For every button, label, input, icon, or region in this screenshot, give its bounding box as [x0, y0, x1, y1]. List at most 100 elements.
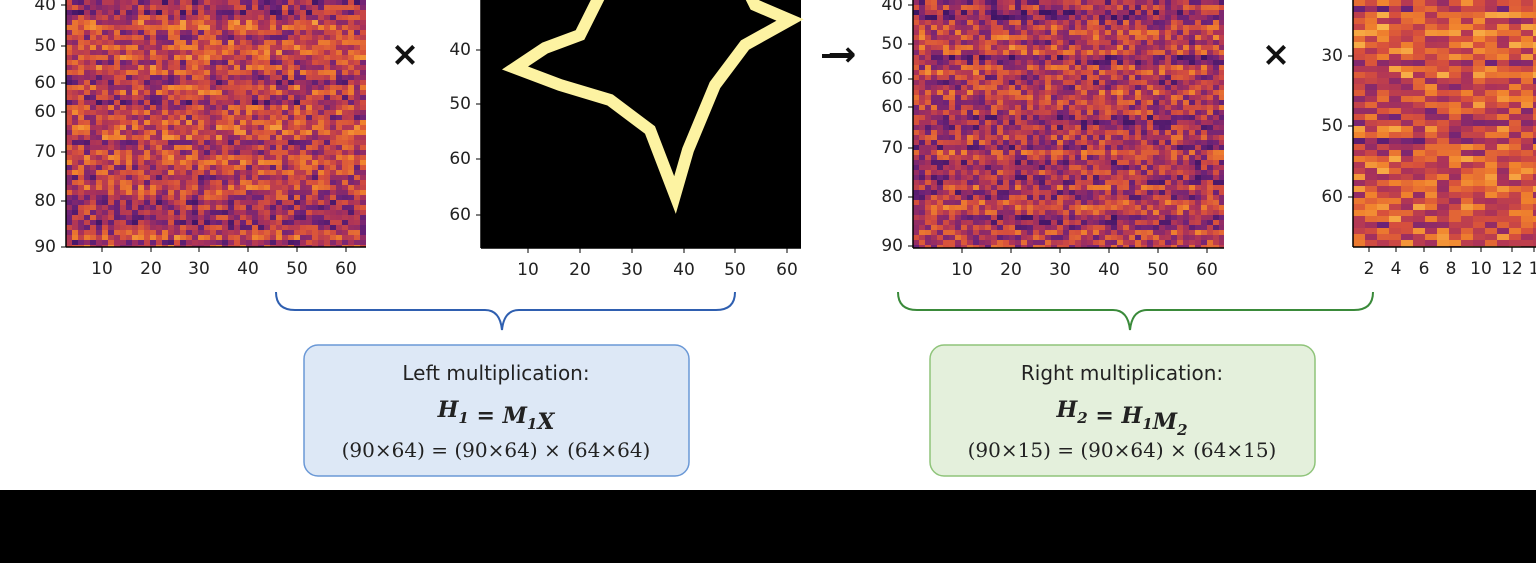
heat-cell: [132, 115, 138, 120]
heat-cell: [1135, 55, 1141, 60]
heat-cell: [204, 170, 210, 175]
heat-cell: [1081, 210, 1087, 215]
heat-cell: [348, 65, 354, 70]
heat-cell: [1069, 205, 1075, 210]
heat-cell: [264, 240, 270, 245]
heat-cell: [1165, 230, 1171, 235]
heat-cell: [1069, 80, 1075, 85]
heat-cell: [72, 220, 78, 225]
heat-cell: [180, 20, 186, 25]
heat-cell: [162, 180, 168, 185]
heat-cell: [1039, 225, 1045, 230]
heat-cell: [180, 45, 186, 50]
heat-cell: [1195, 160, 1201, 165]
heat-cell: [1009, 200, 1015, 205]
heat-cell: [1051, 195, 1057, 200]
heat-cell: [1135, 235, 1141, 240]
heat-cell: [246, 125, 252, 130]
heat-cell: [318, 70, 324, 75]
heat-cell: [997, 145, 1003, 150]
heat-cell: [1195, 205, 1201, 210]
heat-cell: [120, 115, 126, 120]
heat-cell: [955, 25, 961, 30]
heat-cell: [90, 80, 96, 85]
heat-cell: [228, 155, 234, 160]
heat-cell: [985, 105, 991, 110]
heat-cell: [919, 165, 925, 170]
heat-cell: [1171, 60, 1177, 65]
heat-cell: [1081, 5, 1087, 10]
heat-cell: [943, 35, 949, 40]
heat-cell: [949, 10, 955, 15]
heat-cell: [1165, 120, 1171, 125]
heat-cell: [973, 115, 979, 120]
heat-cell: [138, 210, 144, 215]
heat-cell: [96, 185, 102, 190]
heat-cell: [126, 140, 132, 145]
heat-cell: [354, 55, 360, 60]
heat-cell: [126, 245, 132, 247]
heat-cell: [72, 90, 78, 95]
heat-cell: [973, 20, 979, 25]
heat-cell: [264, 110, 270, 115]
heat-cell: [288, 215, 294, 220]
heat-cell: [156, 140, 162, 145]
heat-cell: [1021, 0, 1027, 5]
heat-cell: [258, 75, 264, 80]
heat-cell: [240, 80, 246, 85]
heat-cell: [228, 225, 234, 230]
heat-cell: [330, 25, 336, 30]
heat-cell: [276, 55, 282, 60]
heat-cell: [1057, 225, 1063, 230]
heat-cell: [1027, 180, 1033, 185]
heat-cell: [961, 235, 967, 240]
heat-cell: [937, 190, 943, 195]
heat-cell: [1021, 210, 1027, 215]
heat-cell: [102, 170, 108, 175]
heat-cell: [937, 35, 943, 40]
heat-cell: [985, 55, 991, 60]
heat-cell: [1207, 75, 1213, 80]
heat-cell: [348, 150, 354, 155]
heat-cell: [943, 195, 949, 200]
heat-cell: [258, 40, 264, 45]
heat-cell: [330, 95, 336, 100]
heat-cell: [1009, 100, 1015, 105]
heat-cell: [318, 115, 324, 120]
heat-cell: [1195, 185, 1201, 190]
heat-cell: [108, 80, 114, 85]
heat-cell: [360, 50, 366, 55]
heat-cell: [234, 220, 240, 225]
heat-cell: [1015, 130, 1021, 135]
heat-cell: [1213, 175, 1219, 180]
heat-cell: [1039, 205, 1045, 210]
heat-cell: [264, 90, 270, 95]
heat-cell: [342, 80, 348, 85]
heat-cell: [330, 180, 336, 185]
heat-cell: [967, 135, 973, 140]
heat-cell: [1045, 165, 1051, 170]
heat-cell: [1057, 230, 1063, 235]
heat-cell: [150, 150, 156, 155]
heat-cell: [1207, 95, 1213, 100]
heat-cell: [985, 85, 991, 90]
heat-cell: [222, 170, 228, 175]
heat-cell: [1075, 145, 1081, 150]
heat-cell: [300, 135, 306, 140]
heat-cell: [925, 120, 931, 125]
heat-cell: [114, 75, 120, 80]
heat-cell: [222, 150, 228, 155]
heat-cell: [1027, 100, 1033, 105]
heat-cell: [252, 200, 258, 205]
heat-cell: [174, 100, 180, 105]
heat-cell: [282, 105, 288, 110]
heat-cell: [156, 205, 162, 210]
heat-cell: [252, 230, 258, 235]
heat-cell: [234, 225, 240, 230]
heat-cell: [1123, 170, 1129, 175]
heat-cell: [955, 155, 961, 160]
heat-cell: [84, 55, 90, 60]
heat-cell: [174, 170, 180, 175]
heat-cell: [1201, 110, 1207, 115]
heat-cell: [84, 235, 90, 240]
